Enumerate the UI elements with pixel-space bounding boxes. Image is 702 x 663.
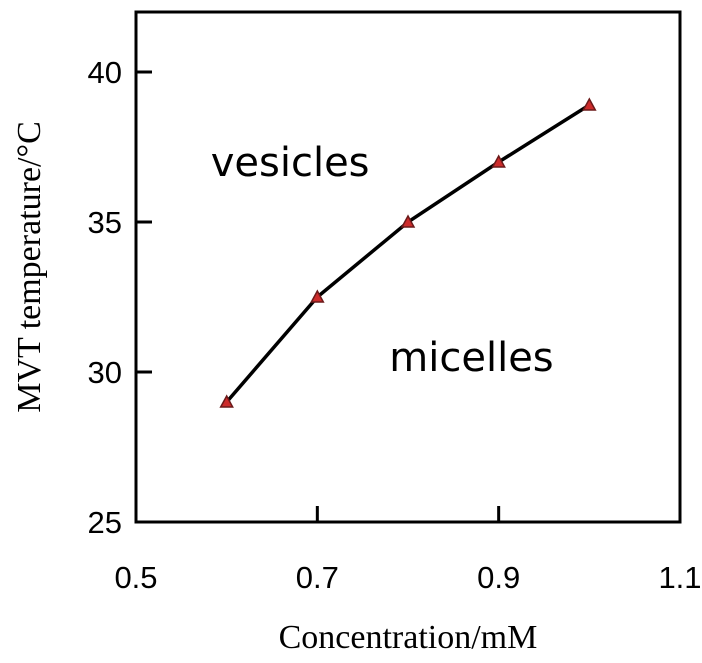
x-tick-label: 0.5 [114,560,157,595]
y-tick-label: 25 [88,505,122,540]
data-point [310,289,325,303]
data-markers [219,97,597,408]
y-tick-label: 40 [88,55,122,90]
data-point [582,97,597,111]
vesicles-label: vesicles [211,140,370,186]
y-tick-label: 30 [88,355,122,390]
y-tick-label: 35 [88,205,122,240]
data-point [400,214,416,228]
x-tick-label: 0.9 [477,560,520,595]
micelles-label: micelles [389,335,553,381]
plot-frame [134,10,682,524]
x-tick-label: 0.7 [296,560,339,595]
x-axis-title: Concentration/mM [279,619,538,656]
x-axis: 0.5 0.7 0.9 1.1 [114,506,702,595]
y-axis-title: MVT temperature/°C [11,121,48,413]
data-point [491,154,506,168]
y-axis: 25 30 35 40 [88,55,152,540]
data-point [219,394,234,408]
x-tick-label: 1.1 [658,560,701,595]
